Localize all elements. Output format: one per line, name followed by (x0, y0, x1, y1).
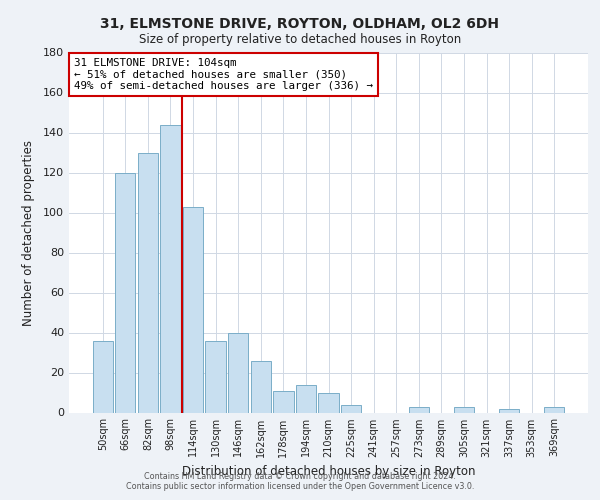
Text: Contains public sector information licensed under the Open Government Licence v3: Contains public sector information licen… (126, 482, 474, 491)
X-axis label: Distribution of detached houses by size in Royton: Distribution of detached houses by size … (182, 465, 475, 478)
Bar (499, 408, 519, 412)
Bar (319, 392, 338, 412)
Bar (205, 340, 226, 412)
Bar (160, 124, 181, 412)
Text: 31, ELMSTONE DRIVE, ROYTON, OLDHAM, OL2 6DH: 31, ELMSTONE DRIVE, ROYTON, OLDHAM, OL2 … (101, 18, 499, 32)
Text: Size of property relative to detached houses in Royton: Size of property relative to detached ho… (139, 32, 461, 46)
Bar (409, 406, 429, 412)
Bar (251, 360, 271, 412)
Bar (183, 206, 203, 412)
Bar (454, 406, 474, 412)
Text: Contains HM Land Registry data © Crown copyright and database right 2024.: Contains HM Land Registry data © Crown c… (144, 472, 456, 481)
Bar (296, 384, 316, 412)
Bar (341, 404, 361, 412)
Bar (115, 172, 136, 412)
Bar (92, 340, 113, 412)
Y-axis label: Number of detached properties: Number of detached properties (22, 140, 35, 326)
Bar (228, 332, 248, 412)
Text: 31 ELMSTONE DRIVE: 104sqm
← 51% of detached houses are smaller (350)
49% of semi: 31 ELMSTONE DRIVE: 104sqm ← 51% of detac… (74, 58, 373, 91)
Bar (544, 406, 565, 412)
Bar (138, 152, 158, 412)
Bar (273, 390, 293, 412)
